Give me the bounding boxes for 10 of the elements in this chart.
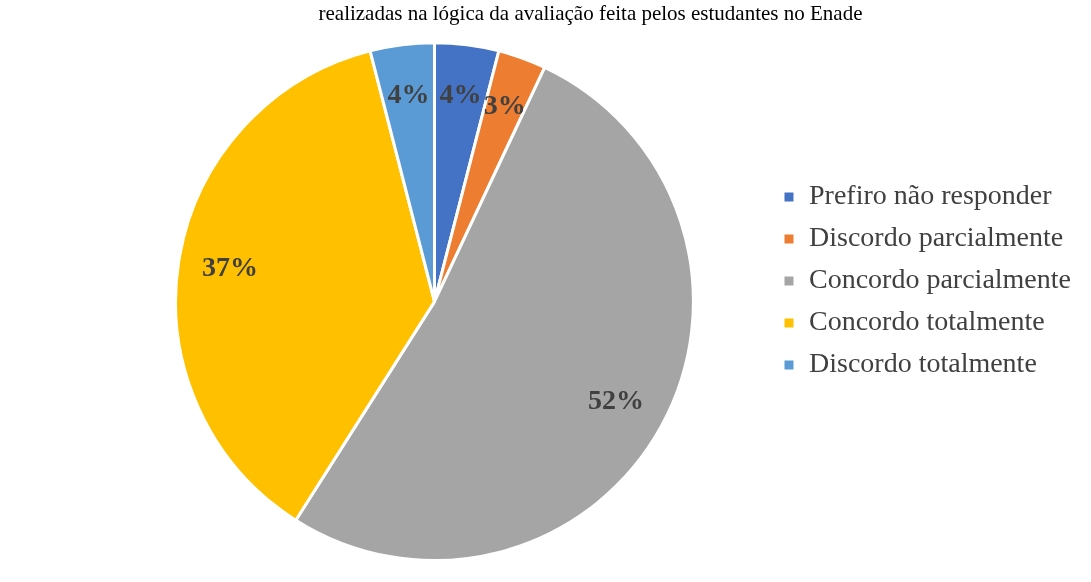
legend-label: Discordo parcialmente bbox=[808, 221, 1064, 253]
chart-title: realizadas na lógica da avaliação feita pelos estudantes no Enade bbox=[318, 1, 863, 26]
legend-label: Concordo totalmente bbox=[808, 305, 1045, 337]
data-label: 52% bbox=[588, 383, 644, 415]
data-label: 37% bbox=[201, 251, 258, 283]
data-label: 4% bbox=[439, 78, 482, 110]
data-label: 4% bbox=[387, 78, 430, 110]
legend-label: Concordo parcialmente bbox=[808, 263, 1072, 295]
legend-label: Discordo totalmente bbox=[808, 347, 1037, 379]
legend-label: Prefiro não responder bbox=[808, 179, 1053, 211]
